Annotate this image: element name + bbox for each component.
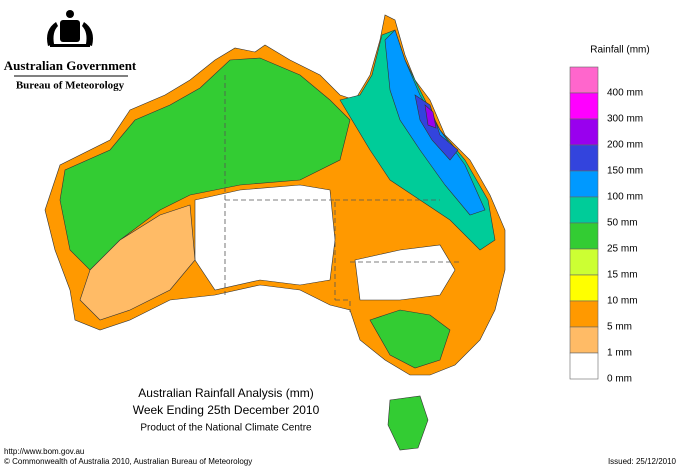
legend-swatch <box>569 170 599 198</box>
legend: 400 mm 300 mm 200 mm 150 mm 100 mm 50 mm 25 mm… <box>569 66 643 385</box>
legend-label: 5 mm <box>607 322 632 333</box>
government-name: Australian Government <box>4 58 137 73</box>
map-credit: Product of the National Climate Centre <box>140 423 312 434</box>
legend-swatch <box>569 300 599 328</box>
legend-label: 400 mm <box>607 88 643 99</box>
legend-swatch <box>569 326 599 354</box>
footer-copyright: © Commonwealth of Australia 2010, Austra… <box>4 457 252 466</box>
legend-swatch <box>569 118 599 146</box>
footer-url[interactable]: http://www.bom.gov.au <box>4 447 84 456</box>
legend-label: 15 mm <box>607 270 638 281</box>
legend-swatch <box>569 196 599 224</box>
legend-label: 10 mm <box>607 296 638 307</box>
legend-swatch <box>569 144 599 172</box>
legend-title: Rainfall (mm) <box>590 45 649 56</box>
legend-swatch <box>569 66 599 94</box>
legend-label: 25 mm <box>607 244 638 255</box>
legend-label: 150 mm <box>607 166 643 177</box>
crest <box>47 10 93 47</box>
agency-name: Bureau of Meteorology <box>16 80 125 92</box>
legend-label: 300 mm <box>607 114 643 125</box>
legend-label: 0 mm <box>607 374 632 385</box>
legend-swatch <box>569 274 599 302</box>
map-subtitle: Week Ending 25th December 2010 <box>133 403 320 417</box>
legend-swatch <box>569 352 599 380</box>
footer-issued: Issued: 25/12/2010 <box>608 457 677 466</box>
legend-swatch <box>569 222 599 250</box>
australia-map <box>44 14 506 451</box>
legend-label: 200 mm <box>607 140 643 151</box>
legend-label: 1 mm <box>607 348 632 359</box>
legend-label: 100 mm <box>607 192 643 203</box>
legend-swatch <box>569 92 599 120</box>
map-title: Australian Rainfall Analysis (mm) <box>138 386 313 400</box>
legend-label: 50 mm <box>607 218 638 229</box>
legend-swatch <box>569 248 599 276</box>
